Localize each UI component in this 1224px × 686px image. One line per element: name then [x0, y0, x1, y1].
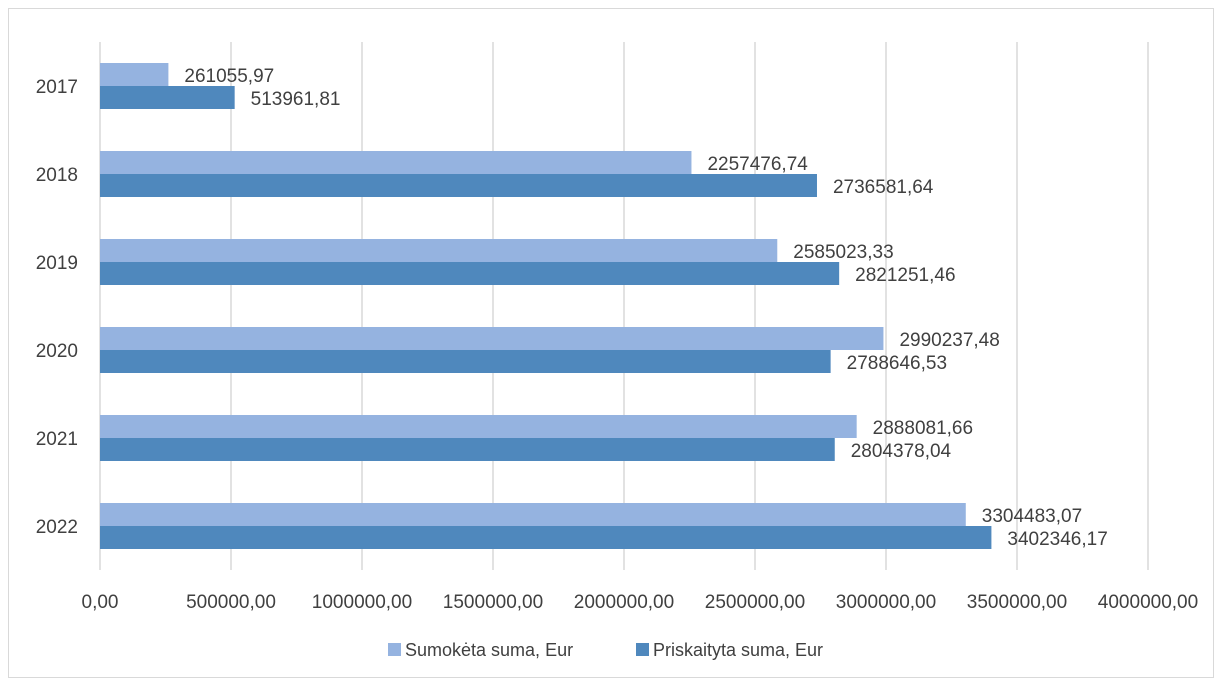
bar [100, 239, 778, 262]
data-label: 261055,97 [184, 66, 274, 87]
x-tick-label: 1000000,00 [312, 592, 412, 613]
data-label: 2257476,74 [707, 154, 808, 175]
legend-swatch [388, 643, 401, 656]
bars [100, 63, 992, 549]
bar [100, 151, 692, 174]
bar [100, 415, 857, 438]
bar [100, 63, 169, 86]
data-label: 2990237,48 [899, 330, 999, 351]
x-tick-label: 2500000,00 [705, 592, 805, 613]
data-label: 2821251,46 [855, 265, 955, 286]
data-label: 3402346,17 [1007, 529, 1107, 550]
legend: Sumokėta suma, Eur Priskaityta suma, Eur [388, 640, 823, 660]
data-label: 2888081,66 [873, 418, 973, 439]
legend-label: Sumokėta suma, Eur [405, 640, 573, 660]
x-tick-label: 0,00 [82, 592, 119, 613]
x-tick-label: 1500000,00 [443, 592, 543, 613]
x-tick-label: 4000000,00 [1098, 592, 1198, 613]
legend-swatch [636, 643, 649, 656]
data-label: 513961,81 [251, 89, 341, 110]
data-label: 2804378,04 [851, 441, 952, 462]
x-tick-label: 3500000,00 [967, 592, 1067, 613]
bar [100, 262, 840, 285]
legend-label: Priskaityta suma, Eur [653, 640, 823, 660]
data-label: 2736581,64 [833, 177, 934, 198]
category-label: 2017 [36, 77, 78, 98]
category-label: 2021 [36, 429, 78, 450]
labels: 0,00 500000,00 1000000,00 1500000,00 2000000… [36, 66, 1198, 613]
bar [100, 350, 831, 373]
data-label: 2585023,33 [793, 242, 893, 263]
bar [100, 327, 884, 350]
category-label: 2018 [36, 165, 78, 186]
bar [100, 503, 966, 526]
bar [100, 526, 992, 549]
category-label: 2019 [36, 253, 78, 274]
bar [100, 438, 835, 461]
category-label: 2020 [36, 341, 78, 362]
category-label: 2022 [36, 517, 78, 538]
data-label: 2788646,53 [847, 353, 947, 374]
gridlines [99, 42, 1149, 570]
bar [100, 174, 817, 197]
data-label: 3304483,07 [982, 506, 1082, 527]
bar [100, 86, 235, 109]
x-tick-label: 500000,00 [186, 592, 276, 613]
x-tick-label: 2000000,00 [574, 592, 674, 613]
x-tick-label: 3000000,00 [836, 592, 936, 613]
